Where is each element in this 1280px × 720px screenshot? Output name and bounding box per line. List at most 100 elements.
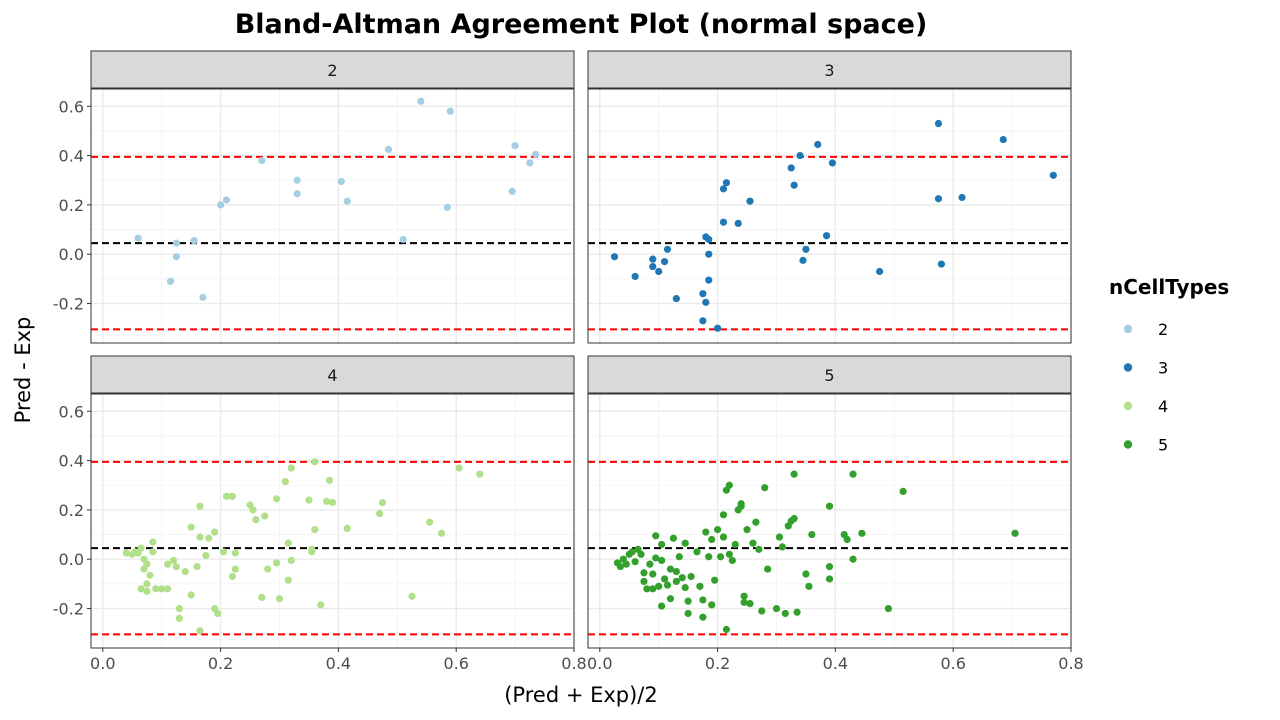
data-point [149,538,157,546]
facet-strip [587,355,1072,394]
data-point [343,524,351,532]
facet-panel-2: 2 -0.2 0.0 0.2 0.4 0.6 [53,50,575,344]
data-point [196,627,204,635]
data-point [755,545,763,553]
data-point [293,190,301,198]
data-point [822,232,831,240]
data-point [149,548,157,556]
panel-border [587,88,1072,344]
data-point [660,575,669,583]
data-point [666,565,675,573]
data-point [252,516,260,524]
data-point [181,567,189,576]
legend-key-2 [1123,324,1133,334]
data-point [675,553,683,561]
facet-panel-3: 3 [587,50,1072,344]
data-point [825,563,834,571]
data-point [146,571,154,579]
data-point [376,510,384,518]
data-point [163,560,172,568]
data-point [417,97,425,105]
data-point [999,135,1007,144]
data-point [311,526,319,534]
facet-strip [587,50,1072,89]
data-point [778,543,786,551]
data-point [408,592,416,600]
y-tick-label: 0.2 [59,196,84,215]
data-point [222,196,231,204]
data-point [384,145,393,154]
data-point [140,565,148,573]
data-point [323,497,331,505]
data-point [275,595,284,603]
chart-title: Bland-Altman Agreement Plot (normal spac… [235,9,928,40]
data-point [308,545,316,553]
x-tick-label: 0.6 [940,654,965,673]
data-point [805,582,813,590]
data-point [258,593,266,602]
y-tick-label: -0.2 [53,295,84,314]
legend-label-5: 5 [1158,436,1168,455]
facet-strip-label: 4 [327,366,337,385]
data-point [158,585,166,593]
data-point [799,256,807,264]
data-point [455,464,463,472]
data-point [814,140,822,149]
data-point [187,523,195,531]
y-axis-title: Pred - Exp [11,317,35,424]
data-point [719,533,728,541]
data-point [937,260,946,268]
data-point [610,253,619,261]
data-point [660,258,669,266]
facet-panel-5: 5 0.0 0.2 0.4 0.6 0.8 [587,355,1084,673]
data-point [672,295,680,303]
data-point [775,533,784,541]
data-point [163,585,172,593]
data-point [708,535,716,544]
x-tick-label: 0.4 [326,654,351,673]
data-point [699,613,707,621]
data-point [211,528,219,536]
data-point [640,569,648,577]
data-point [796,151,804,160]
data-point [231,549,239,557]
data-point [849,555,857,563]
data-point [152,585,160,593]
data-point [426,518,434,526]
panel-background [588,394,1071,648]
data-point [272,559,281,567]
data-point [705,250,713,258]
data-point [658,602,666,610]
data-point [137,585,145,593]
data-point [508,187,516,195]
data-point [284,576,292,584]
data-point [758,607,766,615]
data-point [378,498,387,507]
data-point [202,551,210,560]
data-point [749,539,757,547]
data-point [172,563,181,571]
data-point [311,458,319,466]
data-point [672,567,680,576]
legend-label-3: 3 [1158,359,1168,378]
data-point [196,502,204,510]
data-point [532,150,540,158]
facet-panels: 2-0.20.00.20.40.634-0.20.00.20.40.60.0 0.… [53,50,1084,673]
data-point [737,502,745,510]
legend-title: nCellTypes [1109,275,1229,299]
data-point [287,464,295,472]
data-point [317,601,325,609]
data-point [511,142,519,150]
data-point [199,293,207,301]
facet-strip [90,50,575,89]
data-point [934,119,943,128]
x-tick-label: 0.8 [561,654,586,673]
data-point [884,604,893,613]
data-point [934,195,943,203]
data-point [725,481,733,489]
data-point [722,625,731,634]
data-point [446,107,454,115]
data-point [663,581,672,589]
y-tick-label: 0.4 [59,452,84,471]
